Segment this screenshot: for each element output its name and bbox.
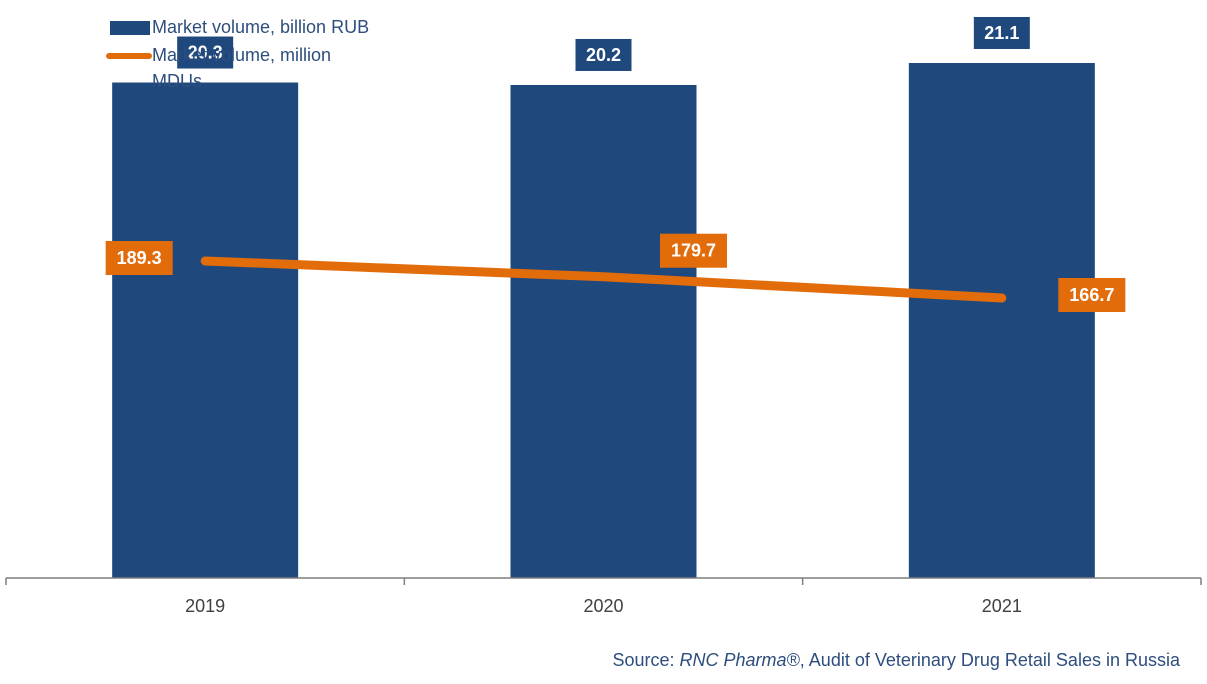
source-company: RNC Pharma® bbox=[679, 650, 800, 670]
line-value-box-2021 bbox=[1058, 278, 1126, 312]
line-value-box-2020 bbox=[660, 233, 727, 268]
legend-bar-swatch bbox=[110, 21, 150, 35]
source-prefix: Source: bbox=[612, 650, 680, 670]
line-value-label-2019: 189.3 bbox=[117, 248, 162, 268]
legend: Market volume, billion RUB Market volume… bbox=[106, 14, 376, 94]
source-rest: , Audit of Veterinary Drug Retail Sales … bbox=[799, 650, 1180, 670]
line-value-label-2020: 179.7 bbox=[671, 241, 716, 261]
legend-item-line: Market volume, million MDUs bbox=[106, 42, 376, 94]
bar-2021 bbox=[908, 63, 1095, 578]
legend-line-swatch bbox=[106, 53, 152, 59]
legend-bar-label: Market volume, billion RUB bbox=[152, 17, 370, 37]
legend-item-bar: Market volume, billion RUB bbox=[106, 14, 376, 40]
bar-2020 bbox=[510, 84, 697, 578]
bar-2019 bbox=[112, 82, 299, 579]
bar-value-label-2020: 20.2 bbox=[586, 45, 621, 65]
bar-value-label-2021: 21.1 bbox=[984, 23, 1019, 43]
line-value-label-2021: 166.7 bbox=[1069, 285, 1114, 305]
x-tick-label-2019: 2019 bbox=[185, 596, 225, 616]
bar-value-box-2021 bbox=[973, 17, 1030, 49]
x-tick-label-2021: 2021 bbox=[982, 596, 1022, 616]
legend-line-label: Market volume, million MDUs bbox=[152, 45, 332, 91]
line-series-mdus bbox=[200, 256, 1007, 303]
bar-value-box-2020 bbox=[575, 38, 632, 71]
line-value-box-2019 bbox=[105, 241, 173, 275]
bar-value-label-2019: 20.3 bbox=[188, 43, 223, 63]
bar-value-box-2019 bbox=[177, 36, 234, 69]
source-note: Source: RNC Pharma®, Audit of Veterinary… bbox=[612, 650, 1180, 671]
x-tick-label-2020: 2020 bbox=[583, 596, 623, 616]
